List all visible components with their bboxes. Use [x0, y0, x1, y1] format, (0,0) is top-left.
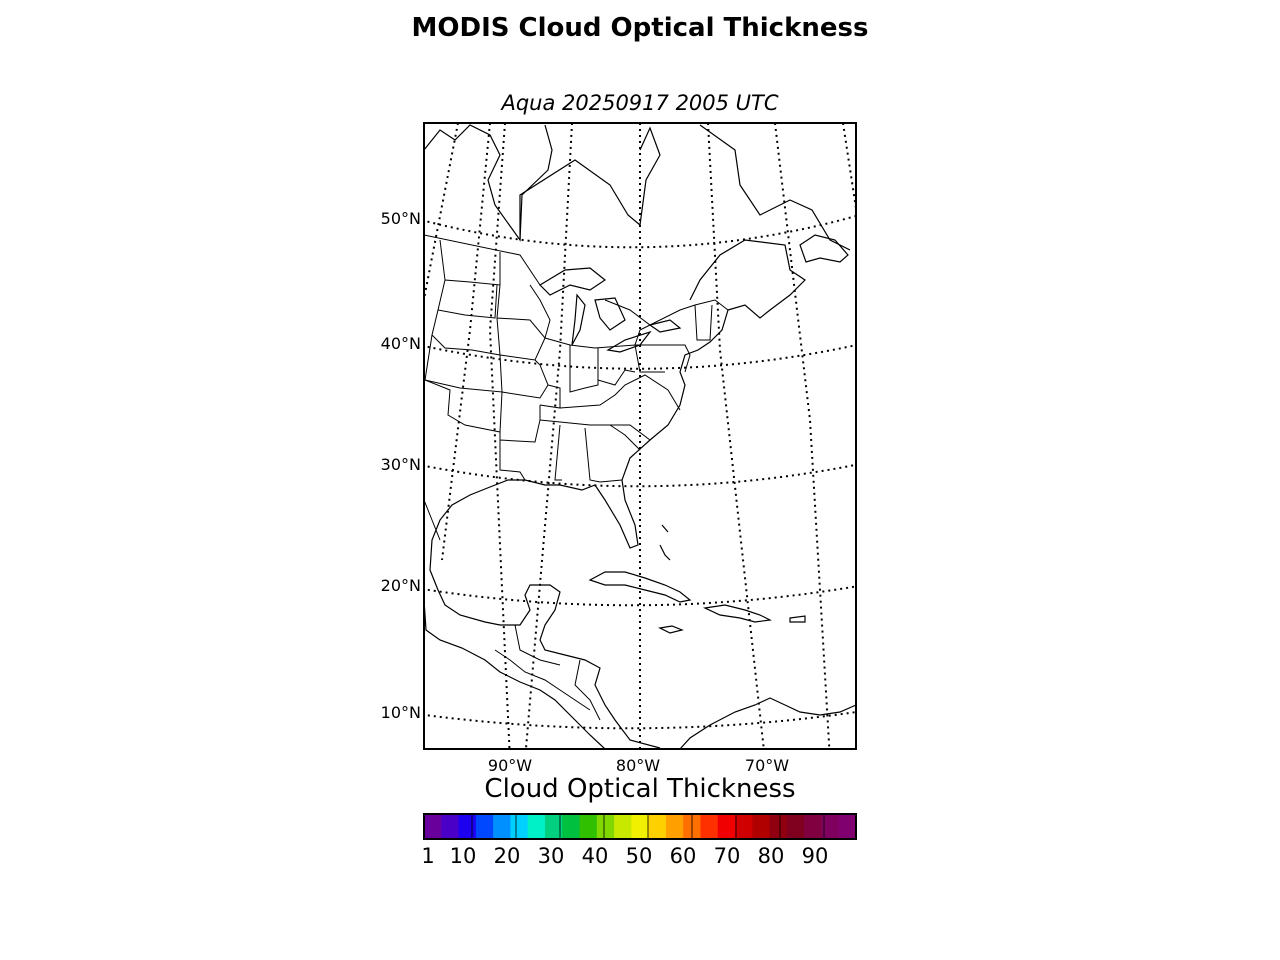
figure-subtitle: Aqua 20250917 2005 UTC — [501, 91, 779, 115]
central-america-borders — [494, 624, 601, 721]
meridian-75w — [707, 123, 765, 749]
mexico-border — [424, 499, 441, 541]
lat-label-30n: 30°N — [380, 455, 421, 474]
mexico-gulf-coast — [437, 584, 661, 749]
hudson-strait — [639, 126, 661, 226]
hispaniola — [702, 604, 773, 623]
parallel-20n — [424, 585, 856, 607]
jamaica — [658, 625, 684, 634]
colorbar-segment — [562, 814, 581, 839]
lon-label-80w: 80°W — [615, 756, 661, 775]
colorbar-tick-90: 90 — [801, 844, 829, 868]
bahamas — [659, 524, 671, 561]
us-canada-border — [424, 234, 729, 326]
colorbar-segment — [614, 814, 632, 839]
lat-label-50n: 50°N — [380, 209, 421, 228]
colorbar-segment — [648, 814, 667, 839]
great-lakes-superior — [539, 267, 607, 296]
colorbar-segment — [458, 814, 477, 839]
newfoundland — [799, 234, 849, 263]
coastlines — [424, 124, 856, 749]
colorbar-tick-70: 70 — [713, 844, 741, 868]
colorbar-segment — [441, 814, 460, 839]
lat-label-10n: 10°N — [380, 703, 421, 722]
us-east-coast — [429, 309, 729, 591]
labrador-coast — [699, 124, 851, 251]
colorbar-segment — [579, 814, 598, 839]
colorbar-tick-40: 40 — [581, 844, 609, 868]
hudson-bay-shore — [519, 159, 641, 240]
lat-label-20n: 20°N — [380, 576, 421, 595]
meridian-95w — [441, 123, 491, 561]
colorbar-tick-1: 1 — [421, 844, 435, 868]
colorbar-segment — [700, 814, 719, 839]
colorbar-segment — [424, 814, 442, 839]
colorbar-label: Cloud Optical Thickness — [484, 774, 796, 804]
colorbar-tick-80: 80 — [757, 844, 785, 868]
south-america-coast — [679, 697, 856, 749]
colorbar-tick-30: 30 — [537, 844, 565, 868]
colorbar-segment — [665, 814, 684, 839]
colorbar-segment — [475, 814, 494, 839]
lon-label-90w: 90°W — [487, 756, 533, 775]
meridian-70w — [774, 123, 831, 749]
state-borders — [424, 234, 729, 721]
colorbar-tick-60: 60 — [669, 844, 697, 868]
colorbar-tick-10: 10 — [449, 844, 477, 868]
colorbar-segment — [821, 814, 840, 839]
colorbar-segment — [786, 814, 805, 839]
lat-label-40n: 40°N — [380, 334, 421, 353]
cuba — [588, 571, 692, 603]
colorbar-segment — [838, 814, 857, 839]
colorbar-segment — [717, 814, 736, 839]
lon-label-70w: 70°W — [744, 756, 790, 775]
colorbar-segment — [596, 814, 615, 839]
great-lakes-michigan — [571, 293, 586, 346]
colorbar-frame — [423, 813, 857, 840]
colorbar-segment — [544, 814, 563, 839]
colorbar-segment — [510, 814, 529, 839]
parallel-50n — [424, 214, 856, 249]
great-lakes-erie — [606, 330, 652, 353]
great-lakes-ontario — [648, 319, 682, 333]
puerto-rico — [789, 615, 806, 623]
colorbar-segment — [804, 814, 823, 839]
colorbar-segment — [631, 814, 650, 839]
colorbar — [424, 814, 857, 839]
map-frame — [423, 122, 857, 750]
colorbar-tick-20: 20 — [493, 844, 521, 868]
graticule — [424, 123, 856, 749]
great-lakes-huron — [594, 297, 626, 331]
colorbar-segment — [493, 814, 511, 839]
colorbar-segment — [527, 814, 546, 839]
map-content — [424, 123, 856, 749]
colorbar-segment — [735, 814, 753, 839]
colorbar-segment — [752, 814, 771, 839]
figure-title: MODIS Cloud Optical Thickness — [411, 13, 869, 43]
colorbar-segment — [769, 814, 788, 839]
mexico-pacific-coast — [424, 599, 606, 749]
st-lawrence-gulf — [689, 239, 806, 319]
coast-canada-north — [424, 124, 553, 242]
colorbar-tick-50: 50 — [625, 844, 653, 868]
